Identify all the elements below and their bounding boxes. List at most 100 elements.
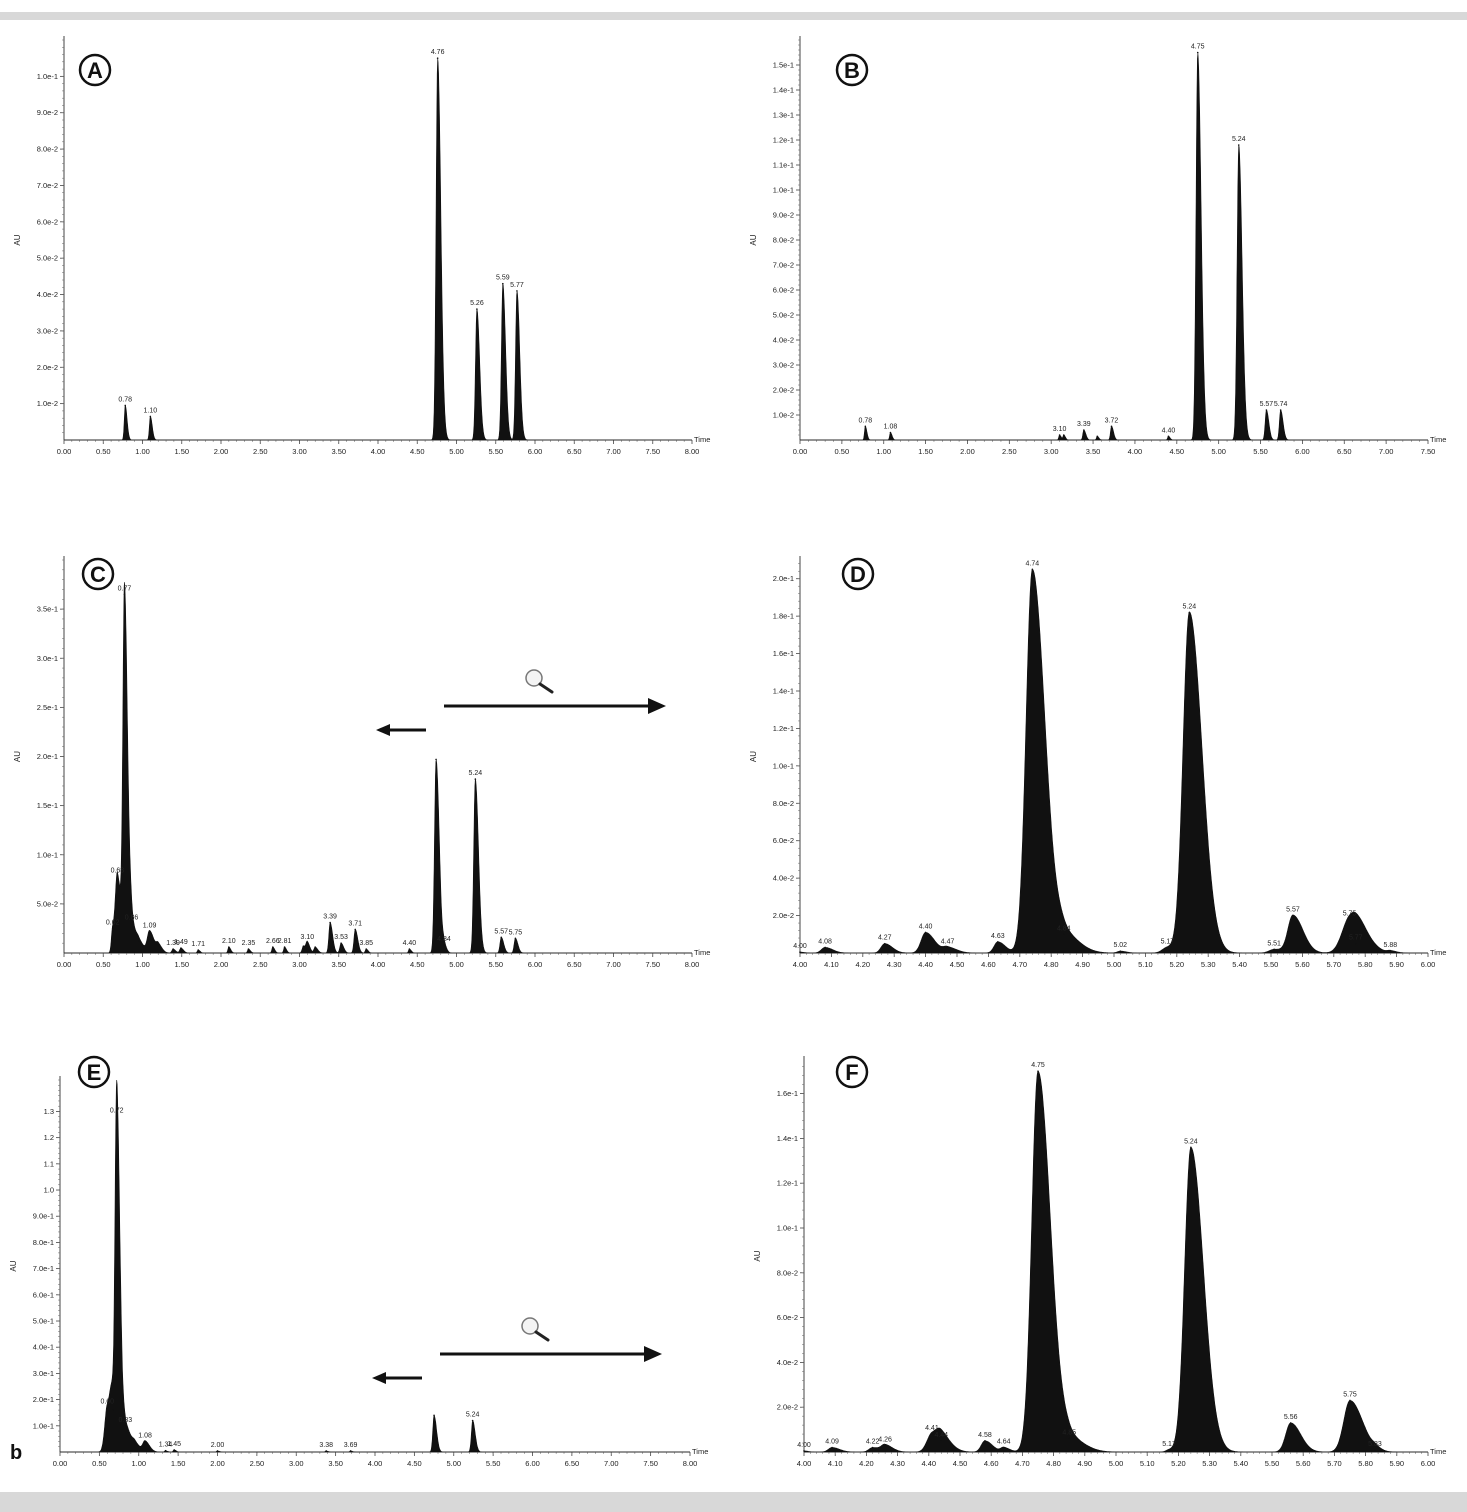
y-tick-label: 1.0e-1 [33, 1421, 54, 1430]
peak-label: 5.83 [1368, 1441, 1382, 1448]
y-tick-label: 1.5e-1 [773, 61, 794, 70]
y-tick-label: 1.2e-1 [773, 724, 794, 733]
peak-label: 5.51 [1267, 940, 1281, 947]
y-tick-label: 5.0e-1 [33, 1317, 54, 1326]
peak-label: 0.78 [858, 417, 872, 424]
peak-marker [1058, 434, 1061, 436]
x-tick-label: 7.50 [643, 1459, 658, 1468]
peak-marker [799, 951, 801, 953]
peak-label: 0.72 [110, 1108, 124, 1115]
peak-label: 4.76 [431, 49, 445, 56]
x-tick-label: 4.10 [824, 960, 839, 969]
x-tick-label: 2.50 [250, 1459, 265, 1468]
peak-label: 1.45 [167, 1441, 181, 1448]
peak-marker [173, 1449, 175, 1451]
peak-label: 4.26 [878, 1436, 892, 1443]
peak-marker [1168, 1448, 1170, 1451]
peak-label: 4.09 [825, 1439, 839, 1446]
y-tick-label: 2.0e-1 [37, 752, 58, 761]
y-tick-label: 1.0e-2 [773, 411, 794, 420]
magnifier-icon [525, 669, 543, 687]
peak-marker [116, 875, 119, 878]
x-tick-label: 4.30 [890, 1459, 905, 1468]
y-axis-title: AU [753, 1250, 762, 1261]
x-tick-label: 6.00 [1295, 447, 1310, 456]
x-tick-label: 0.50 [96, 960, 111, 969]
peak-marker [1289, 1422, 1292, 1424]
peak-label: 4.75 [1191, 44, 1205, 51]
peak-marker [1349, 1399, 1351, 1402]
peak-label: 5.17 [1162, 1441, 1176, 1448]
magnifier-handle [534, 1330, 550, 1342]
peak-marker [180, 947, 182, 949]
x-tick-label: 7.50 [645, 960, 660, 969]
x-tick-label: 4.50 [410, 447, 425, 456]
y-tick-label: 1.4e-1 [773, 86, 794, 95]
x-tick-label: 8.00 [685, 447, 700, 456]
panel-letter-circle [835, 53, 869, 87]
peak-marker [1062, 933, 1065, 936]
x-tick-label: 0.50 [835, 447, 850, 456]
peak-label: 4.22 [866, 1439, 880, 1446]
peak-marker [197, 949, 200, 951]
y-tick-label: 2.0e-1 [33, 1395, 54, 1404]
y-tick-label: 5.0e-2 [37, 899, 58, 908]
y-tick-label: 3.0e-2 [773, 361, 794, 370]
peak-label: 2.35 [242, 940, 256, 947]
x-tick-label: 5.30 [1201, 960, 1216, 969]
peak-marker [1110, 425, 1113, 428]
peak-marker [1002, 1446, 1005, 1449]
peak-label: 2.00 [211, 1442, 225, 1449]
x-tick-label: 5.00 [446, 1459, 461, 1468]
x-tick-label: 4.20 [855, 960, 870, 969]
y-tick-label: 3.0e-1 [33, 1369, 54, 1378]
y-tick-label: 1.0e-1 [37, 850, 58, 859]
chromatogram-trace [64, 58, 692, 441]
chromatogram-trace [799, 569, 1428, 954]
peak-marker [1292, 914, 1294, 917]
panel-letter: C [90, 562, 106, 587]
peak-label: 0.78 [118, 396, 132, 403]
peak-label: 5.24 [1183, 603, 1197, 610]
x-tick-label: 7.00 [604, 1459, 619, 1468]
y-tick-label: 2.0e-2 [37, 363, 58, 372]
peak-label: 4.75 [1031, 1062, 1045, 1069]
y-tick-label: 1.0e-1 [777, 1224, 798, 1233]
peak-label: 3.38 [319, 1442, 333, 1449]
chromatogram-trace [800, 52, 1428, 441]
peak-label: 4.64 [997, 1439, 1011, 1446]
peak-label: 3.10 [1053, 426, 1067, 433]
peak-marker [931, 1433, 933, 1435]
y-tick-label: 8.0e-2 [777, 1268, 798, 1277]
y-tick-label: 7.0e-2 [37, 181, 58, 190]
y-tick-label: 2.0e-2 [773, 386, 794, 395]
y-tick-label: 4.0e-2 [37, 290, 58, 299]
x-tick-label: 6.00 [528, 960, 543, 969]
x-tick-label: 5.30 [1202, 1459, 1217, 1468]
peak-label: 5.57 [494, 928, 508, 935]
peak-marker [940, 1440, 943, 1442]
peak-label: 1.08 [884, 424, 898, 431]
x-tick-label: 7.00 [1379, 447, 1394, 456]
y-tick-label: 3.0e-1 [37, 654, 58, 663]
peak-label: 5.75 [1343, 910, 1357, 917]
x-tick-label: 4.50 [953, 1459, 968, 1468]
y-tick-label: 8.0e-1 [33, 1238, 54, 1247]
y-axis-title: AU [13, 751, 22, 762]
y-tick-label: 4.0e-2 [777, 1358, 798, 1367]
x-tick-label: 5.50 [488, 447, 503, 456]
x-tick-label: 5.80 [1358, 1459, 1373, 1468]
x-tick-label: 5.50 [1253, 447, 1268, 456]
x-tick-label: 3.00 [292, 960, 307, 969]
x-axis-title: Time [694, 435, 710, 444]
peak-label: 4.58 [978, 1432, 992, 1439]
x-tick-label: 5.50 [1265, 1459, 1280, 1468]
y-axis-title: AU [749, 751, 758, 762]
x-tick-label: 5.20 [1171, 1459, 1186, 1468]
y-tick-label: 1.0e-1 [37, 72, 58, 81]
peak-marker [247, 948, 250, 950]
x-tick-label: 1.00 [876, 447, 891, 456]
x-tick-label: 0.50 [92, 1459, 107, 1468]
peak-label: 5.24 [469, 770, 483, 777]
